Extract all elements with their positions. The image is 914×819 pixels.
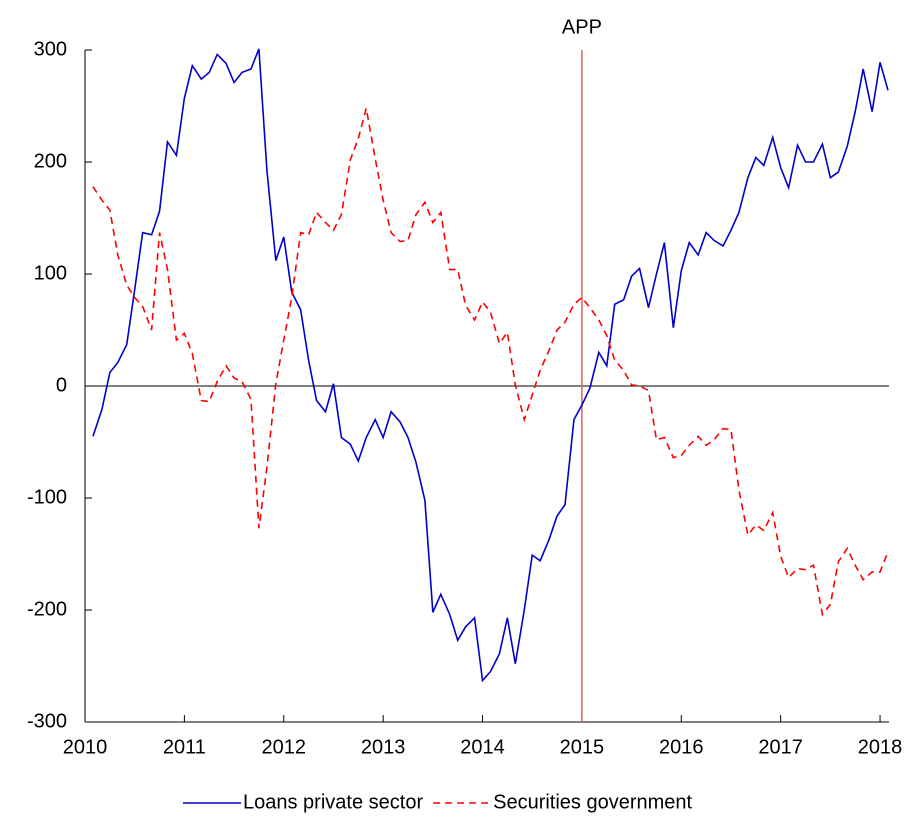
y-tick-label: 300 [34,38,67,60]
series-line [92,108,889,617]
legend-label: Securities government [493,791,692,813]
annotation-label: APP [562,16,602,38]
x-tick-label: 2017 [758,736,803,758]
x-tick-label: 2015 [560,736,605,758]
x-tick-label: 2010 [63,736,108,758]
x-tick-label: 2012 [262,736,307,758]
legend-label: Loans private sector [243,791,423,813]
x-tick-label: 2011 [163,736,206,758]
series-line [92,48,889,683]
y-tick-label: -100 [27,486,67,508]
x-tick-label: 2014 [460,736,505,758]
x-tick-label: 2018 [858,736,903,758]
y-tick-label: -300 [27,710,67,732]
y-tick-label: 200 [34,150,67,172]
y-tick-label: -200 [27,598,67,620]
y-tick-label: 0 [56,374,67,396]
x-tick-label: 2016 [659,736,704,758]
x-tick-label: 2013 [361,736,406,758]
y-tick-label: 100 [34,262,67,284]
